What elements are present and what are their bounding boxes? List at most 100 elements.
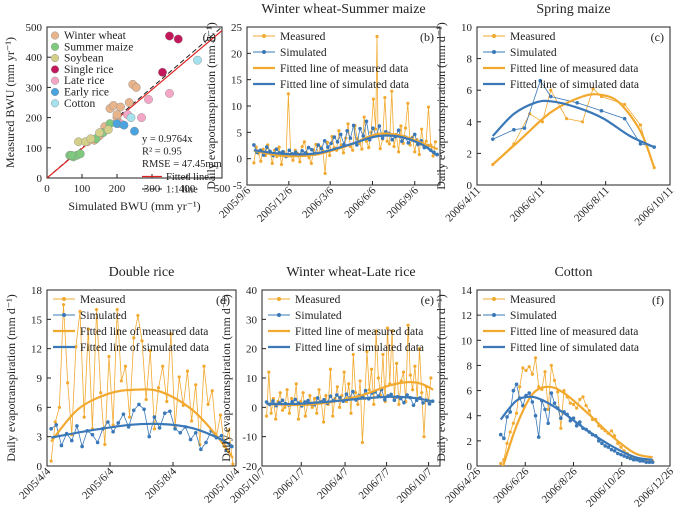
fit-measured-curve [501,385,653,466]
legend-label: Measured [510,31,556,43]
measured-point [99,391,103,395]
measured-point [376,376,380,380]
simulated-point [106,420,110,424]
simulated-point [335,140,340,144]
y-axis-label: Daily evapotranspiration (mm d⁻¹) [219,294,233,462]
measured-point [580,120,585,124]
scatter-point-winter-wheat [116,102,125,112]
y-tick-label: 0 [37,173,43,185]
measured-point [57,405,61,409]
measured-point [346,122,350,126]
y-tick-label: 30 [246,314,258,326]
legend-label: Measured [80,294,126,306]
measured-point [252,161,256,165]
legend-label: Early rice [64,87,109,99]
measured-point [285,388,289,392]
measured-point [111,423,115,427]
simulated-point [625,455,630,460]
y-tick-label: 0 [37,461,43,473]
legend-label: Fitted line of simulated data [280,79,409,91]
simulated-point [252,143,256,147]
measured-point [429,376,433,380]
measured-point [413,364,417,368]
simulated-point [427,402,432,406]
simulated-point [316,143,321,147]
panel-e: Winter wheat-Late rice (e) Daily evapotran… [219,265,441,506]
measured-point [185,369,190,373]
measured-point [301,391,305,395]
y-axis-label: Daily evapotranspiration (mm d⁻¹) [434,294,448,462]
simulated-point [80,444,84,449]
y-tick-label: 20 [231,48,243,60]
measured-point [397,402,401,406]
simulated-point [364,119,369,124]
simulated-point [533,413,538,418]
simulated-point [116,421,121,425]
measured-point [74,345,78,349]
chart-title: Spring maize [536,2,610,17]
simulated-point [328,394,333,398]
measured-point [584,404,588,408]
simulated-point [345,128,349,133]
measured-point [401,370,406,374]
measured-point [335,385,339,389]
legend-simulated-marker [492,313,496,317]
measured-point [385,139,389,143]
measured-point [119,379,123,383]
scatter-point-winter-wheat [131,83,141,92]
measured-point [337,405,342,409]
simulated-point [204,440,208,445]
plot-area [264,323,435,445]
y-tick-label: 8 [467,54,473,66]
scatter-point-late-rice [137,113,146,123]
simulated-point [619,452,623,457]
simulated-point [578,420,582,424]
measured-point [371,97,375,101]
simulated-point [549,391,554,395]
measured-point [395,361,399,365]
legend-label: Fitted line [166,172,209,183]
simulated-point [363,388,368,393]
measured-point [374,329,378,333]
y-tick-label: 15 [31,314,43,326]
measured-point [206,402,210,406]
x-tick-label: 2006/6/6 [342,184,378,220]
simulated-point [615,451,620,456]
measured-point [383,95,387,100]
measured-point [82,415,86,419]
measured-point [417,152,421,157]
chart-title: Double rice [109,265,175,280]
measured-point [372,402,376,406]
simulated-point [280,398,285,403]
y-tick-label: -20 [242,461,257,473]
simulated-point [647,460,652,465]
measured-point [277,145,281,149]
measured-point [194,383,198,387]
legend-label: Measured [510,294,556,306]
simulated-point [622,454,626,458]
simulated-point [612,449,617,453]
legend-simulated-marker [62,313,66,317]
simulated-point [628,456,633,461]
measured-point [369,367,374,371]
measured-point [533,356,538,360]
simulated-point [75,424,79,428]
legend-label: Single rice [64,64,114,76]
simulated-point [543,407,547,412]
y-tick-label: 3 [37,432,43,444]
simulated-point [193,430,198,435]
measured-point [360,440,365,445]
fit-simulated-curve [491,99,655,149]
simulated-point [319,146,324,151]
legend-label: Cotton [64,98,96,110]
x-tick-label: 2006/4/26 [443,465,483,505]
simulated-point [54,423,59,427]
y-tick-label: -10 [242,432,257,444]
scatter-point-soybean [103,125,113,135]
panel-label: (b) [420,30,434,44]
measured-point [165,399,169,404]
measured-point [417,347,422,351]
legend-simulated-marker [492,50,496,54]
measured-point [280,408,285,412]
measured-point [218,413,223,417]
